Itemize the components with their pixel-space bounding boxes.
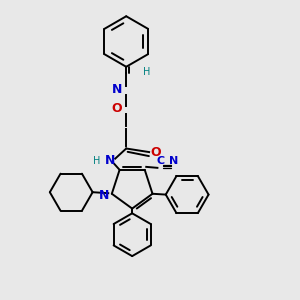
- Text: N: N: [112, 82, 122, 96]
- Text: N: N: [105, 154, 115, 167]
- Text: C: C: [156, 156, 164, 166]
- Text: O: O: [111, 103, 122, 116]
- Text: O: O: [151, 146, 161, 160]
- Text: N: N: [99, 189, 110, 202]
- Text: N: N: [169, 156, 178, 166]
- Text: H: H: [93, 156, 101, 166]
- Text: H: H: [142, 67, 150, 77]
